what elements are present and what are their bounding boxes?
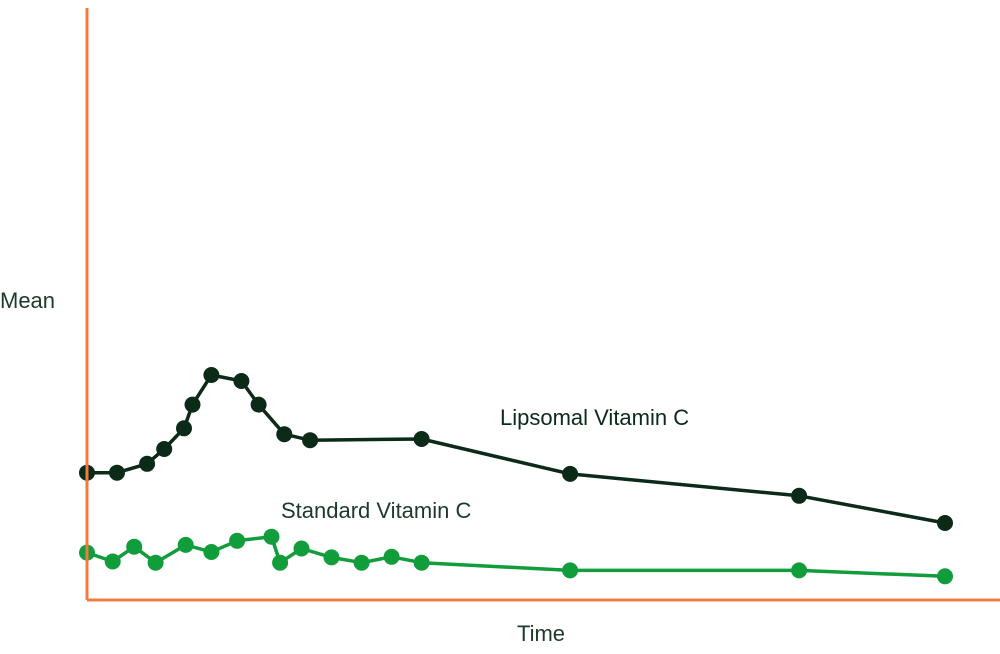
- data-point: [323, 549, 340, 566]
- data-point: [229, 532, 246, 549]
- data-point: [937, 568, 953, 585]
- data-point: [177, 536, 194, 553]
- data-point: [203, 367, 220, 383]
- series-layer: [79, 367, 953, 585]
- data-point: [276, 426, 293, 443]
- data-point: [233, 373, 250, 389]
- data-point: [139, 455, 156, 472]
- data-point: [562, 465, 579, 482]
- data-point: [147, 554, 164, 571]
- series-0: [79, 367, 953, 531]
- data-point: [353, 554, 370, 571]
- data-point: [413, 431, 430, 447]
- data-point: [184, 396, 201, 413]
- data-point: [109, 464, 125, 481]
- data-point: [562, 562, 579, 579]
- y-axis-title: Mean: [0, 288, 55, 313]
- data-point: [272, 554, 289, 571]
- data-point: [104, 553, 121, 570]
- data-point: [791, 487, 808, 504]
- data-point: [302, 432, 319, 449]
- series-1: [79, 528, 953, 585]
- data-point: [156, 441, 173, 457]
- data-point: [413, 554, 430, 571]
- data-point: [203, 544, 220, 560]
- data-point: [126, 538, 143, 555]
- data-point: [176, 420, 192, 437]
- data-point: [383, 548, 400, 565]
- data-point: [250, 396, 267, 413]
- x-axis-title: Time: [517, 621, 565, 646]
- data-point: [293, 540, 310, 557]
- series-label-lipsomal: Lipsomal Vitamin C: [500, 405, 689, 430]
- data-point: [263, 528, 280, 545]
- data-point: [791, 562, 808, 579]
- data-point: [937, 515, 953, 531]
- series-line-0: [85, 373, 947, 525]
- series-label-standard: Standard Vitamin C: [281, 498, 471, 523]
